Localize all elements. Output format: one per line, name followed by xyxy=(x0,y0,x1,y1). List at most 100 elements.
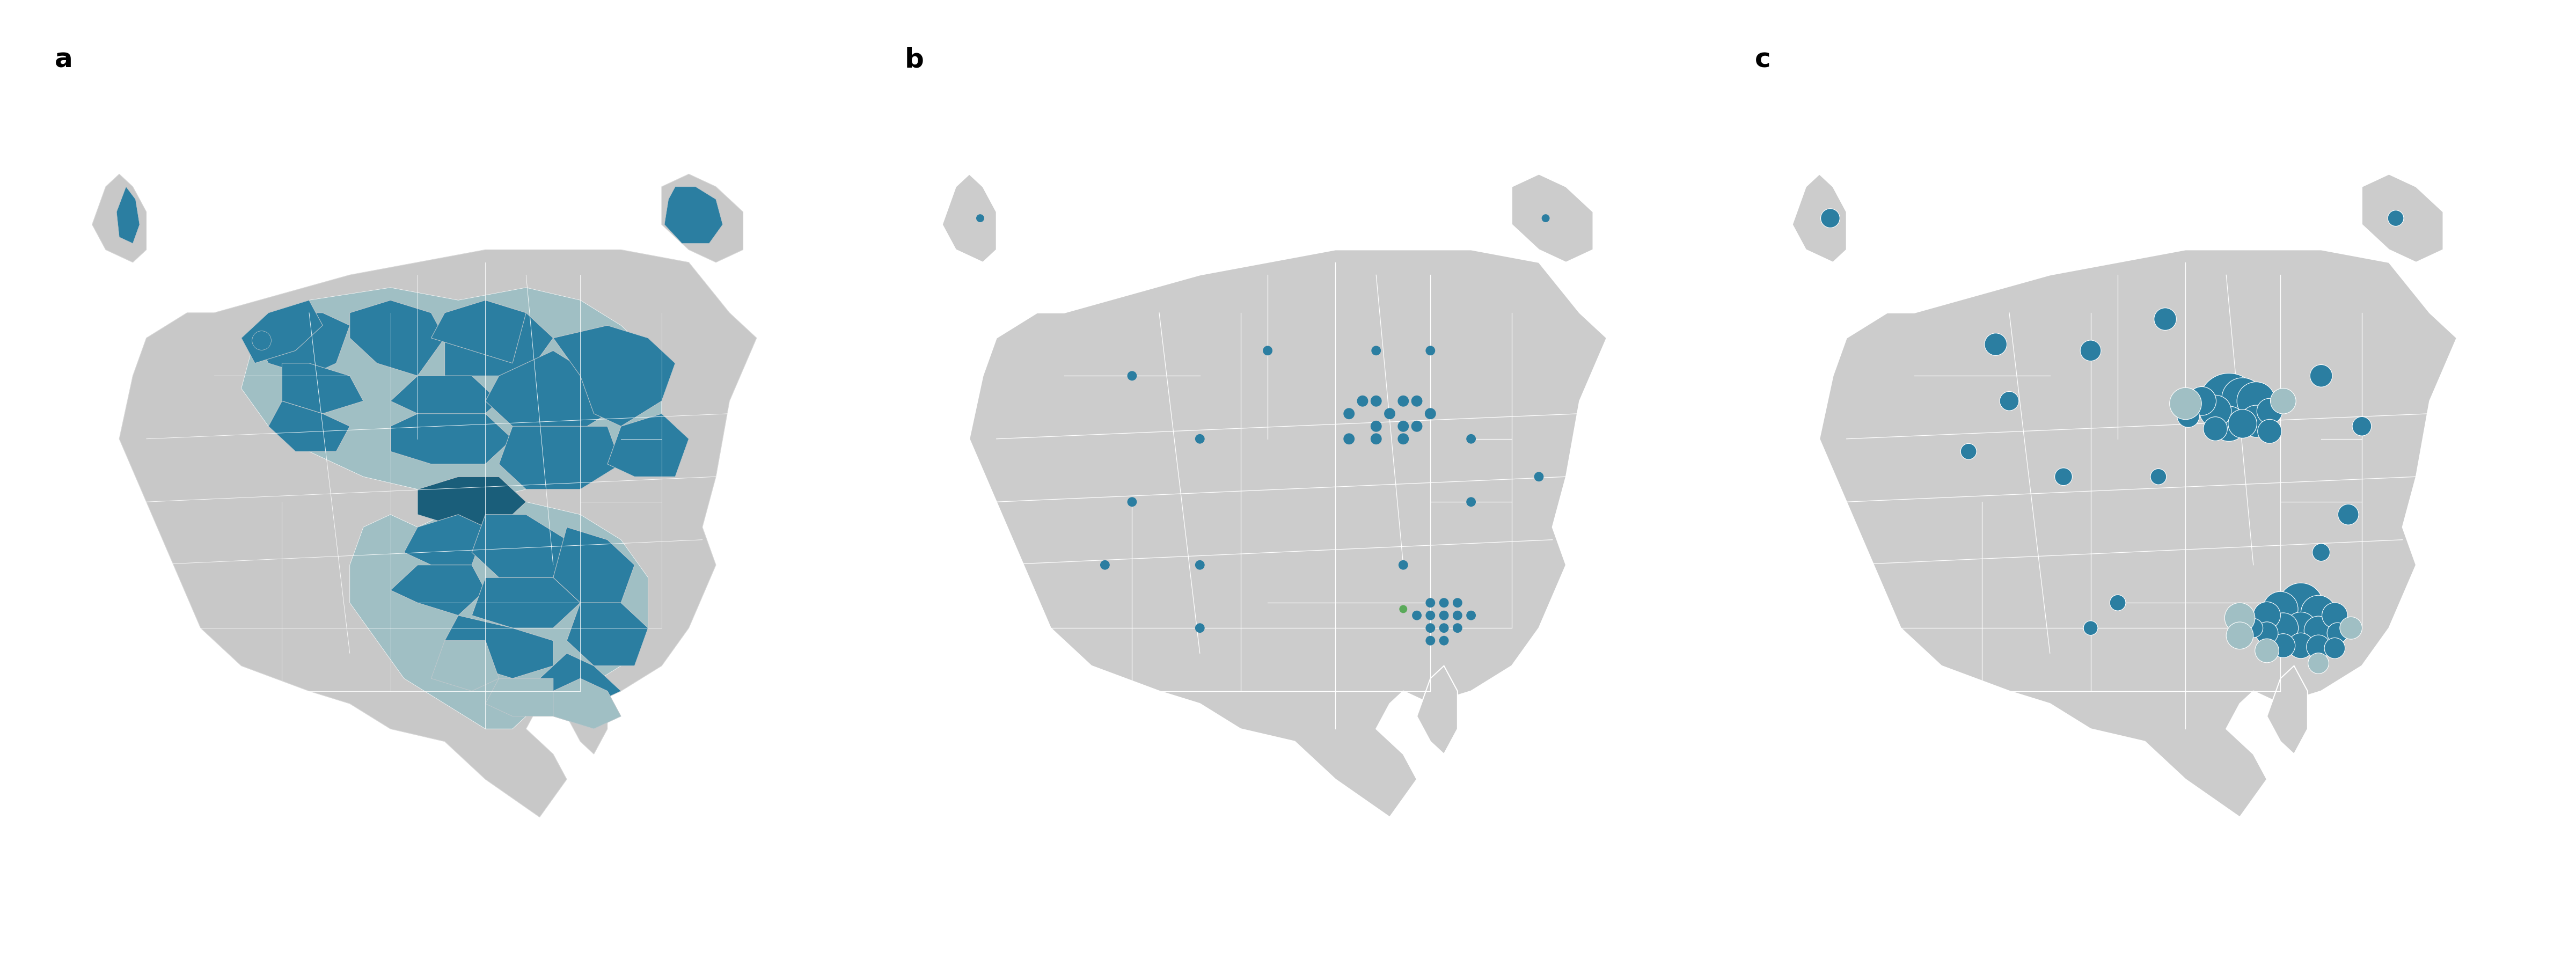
Polygon shape xyxy=(446,615,554,678)
Circle shape xyxy=(2339,617,2362,639)
Polygon shape xyxy=(484,678,554,716)
Circle shape xyxy=(1128,371,1136,381)
Circle shape xyxy=(1399,434,1409,444)
Polygon shape xyxy=(608,413,688,476)
Circle shape xyxy=(2200,395,2231,427)
Circle shape xyxy=(2228,410,2257,439)
Circle shape xyxy=(1345,434,1355,444)
Polygon shape xyxy=(268,401,350,451)
Circle shape xyxy=(2267,612,2298,643)
Circle shape xyxy=(2084,621,2097,636)
Circle shape xyxy=(1821,209,1839,228)
Circle shape xyxy=(1425,611,1435,620)
Circle shape xyxy=(1399,605,1406,613)
Circle shape xyxy=(2254,639,2280,663)
Polygon shape xyxy=(1512,174,1592,263)
Polygon shape xyxy=(118,250,757,817)
Polygon shape xyxy=(1793,174,1847,263)
Polygon shape xyxy=(538,653,621,703)
Circle shape xyxy=(1370,346,1381,355)
Polygon shape xyxy=(242,288,662,502)
Circle shape xyxy=(1425,636,1435,645)
Circle shape xyxy=(1412,611,1422,620)
Polygon shape xyxy=(471,515,567,578)
Circle shape xyxy=(1195,623,1206,633)
Circle shape xyxy=(1440,598,1448,608)
Circle shape xyxy=(2303,616,2334,645)
Polygon shape xyxy=(969,250,1607,817)
Polygon shape xyxy=(943,174,997,263)
Circle shape xyxy=(1535,472,1543,481)
Polygon shape xyxy=(662,174,742,263)
Circle shape xyxy=(2151,469,2166,485)
Text: b: b xyxy=(904,47,925,72)
Circle shape xyxy=(1540,214,1551,222)
Polygon shape xyxy=(2362,174,2442,263)
Text: c: c xyxy=(1754,47,1770,72)
Polygon shape xyxy=(93,174,147,263)
Polygon shape xyxy=(2267,666,2308,754)
Circle shape xyxy=(1345,408,1355,419)
Text: a: a xyxy=(54,47,72,72)
Circle shape xyxy=(1425,346,1435,355)
Polygon shape xyxy=(484,351,608,439)
Circle shape xyxy=(976,214,984,222)
Circle shape xyxy=(2300,595,2336,631)
Circle shape xyxy=(1370,395,1381,407)
Circle shape xyxy=(2324,638,2344,659)
Circle shape xyxy=(2269,388,2295,413)
Circle shape xyxy=(2257,622,2277,644)
Circle shape xyxy=(2177,405,2200,427)
Polygon shape xyxy=(446,300,554,376)
Circle shape xyxy=(2241,406,2272,438)
Circle shape xyxy=(1412,420,1422,432)
Polygon shape xyxy=(430,640,500,691)
Circle shape xyxy=(1399,395,1409,407)
Polygon shape xyxy=(392,413,513,464)
Circle shape xyxy=(2244,618,2262,638)
Circle shape xyxy=(1440,611,1448,620)
Circle shape xyxy=(2277,582,2324,628)
Polygon shape xyxy=(350,300,446,376)
Circle shape xyxy=(1100,560,1110,570)
Circle shape xyxy=(1960,443,1976,460)
Circle shape xyxy=(1399,420,1409,432)
Circle shape xyxy=(1984,333,2007,355)
Polygon shape xyxy=(554,678,621,729)
Circle shape xyxy=(1195,434,1206,443)
Circle shape xyxy=(2388,211,2403,226)
Circle shape xyxy=(2221,378,2264,419)
Circle shape xyxy=(1383,408,1396,419)
Circle shape xyxy=(2306,635,2331,659)
Circle shape xyxy=(2308,653,2329,673)
Circle shape xyxy=(2226,603,2254,633)
Circle shape xyxy=(2311,364,2331,387)
Circle shape xyxy=(1466,497,1476,507)
Polygon shape xyxy=(242,300,322,363)
Polygon shape xyxy=(350,502,649,729)
Circle shape xyxy=(1358,395,1368,407)
Polygon shape xyxy=(554,326,675,426)
Polygon shape xyxy=(567,666,608,754)
Circle shape xyxy=(1999,391,2020,411)
Circle shape xyxy=(1128,497,1136,507)
Polygon shape xyxy=(404,515,484,565)
Circle shape xyxy=(2154,308,2177,330)
Polygon shape xyxy=(1417,666,1458,754)
Circle shape xyxy=(2326,623,2347,643)
Circle shape xyxy=(1466,434,1476,443)
Circle shape xyxy=(2110,595,2125,611)
Circle shape xyxy=(2352,416,2372,436)
Circle shape xyxy=(1425,623,1435,633)
Polygon shape xyxy=(392,376,500,426)
Circle shape xyxy=(2169,387,2202,419)
Circle shape xyxy=(1440,636,1448,645)
Circle shape xyxy=(2285,612,2316,644)
Circle shape xyxy=(1370,420,1381,432)
Circle shape xyxy=(2313,544,2329,561)
Circle shape xyxy=(1466,611,1476,620)
Circle shape xyxy=(2187,386,2215,415)
Polygon shape xyxy=(554,527,634,603)
Circle shape xyxy=(1453,611,1463,620)
Circle shape xyxy=(1399,560,1409,570)
